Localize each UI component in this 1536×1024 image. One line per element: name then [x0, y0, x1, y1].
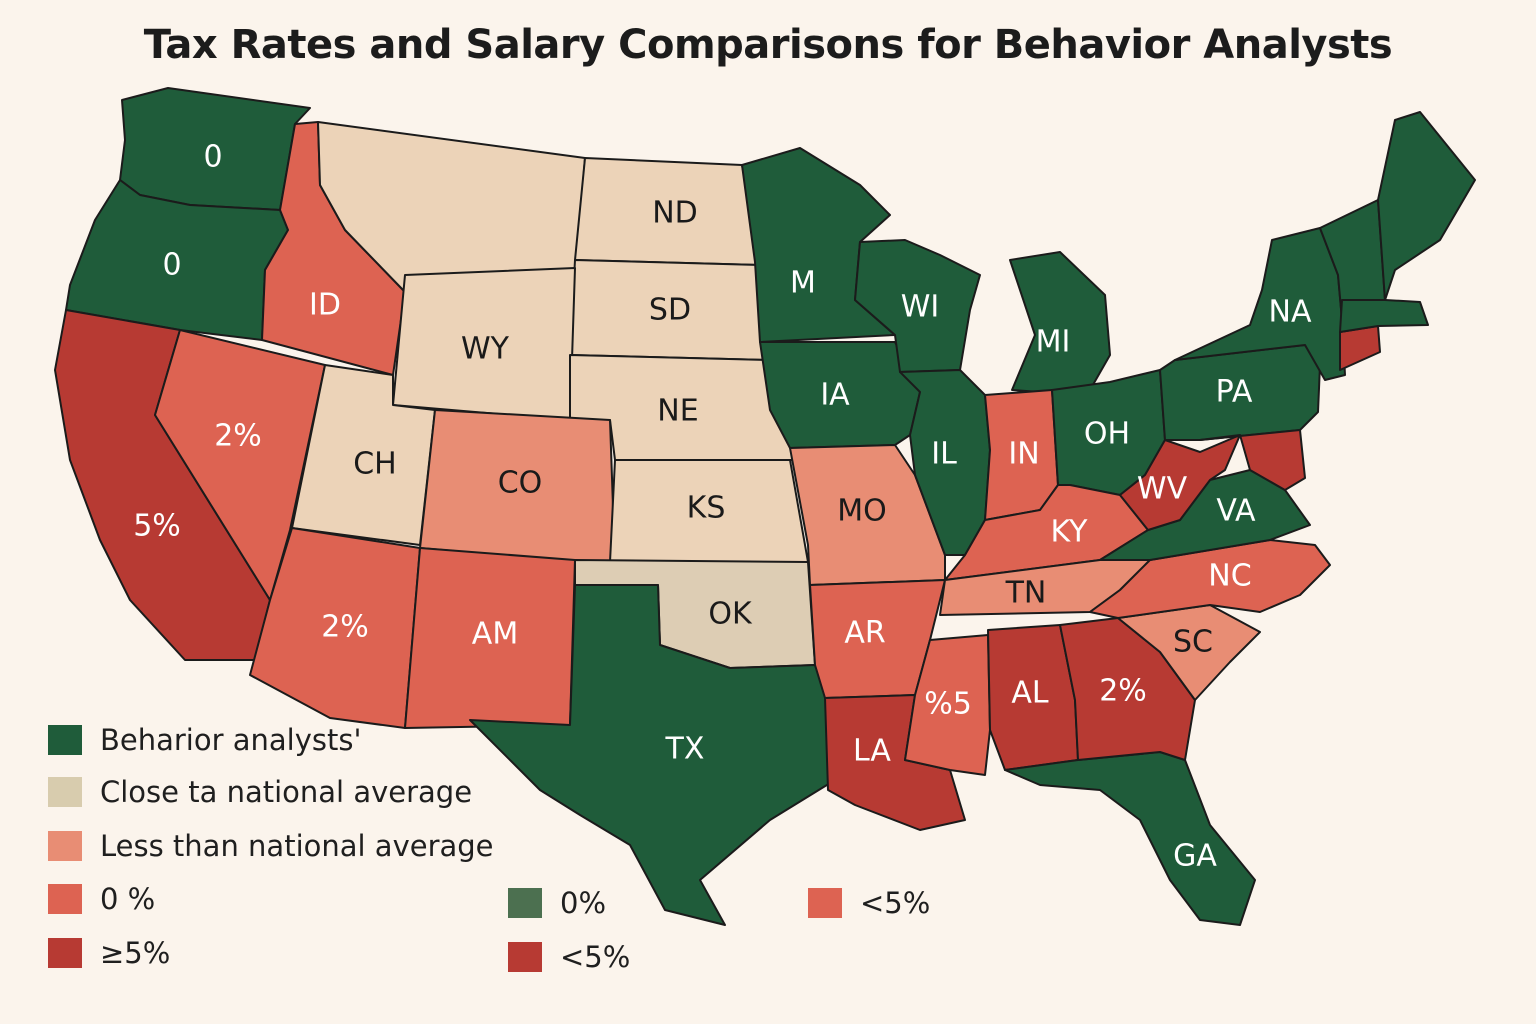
state-label-new-york: NA [1269, 295, 1312, 330]
state-label-indiana: IN [1008, 437, 1039, 472]
legend-swatch [508, 942, 542, 972]
state-label-california: 5% [133, 509, 181, 544]
legend-item-zero-percent-olive: 0% [508, 886, 606, 920]
state-label-south-dakota: SD [649, 293, 691, 328]
legend-swatch [48, 938, 82, 968]
state-label-georgia: 2% [1099, 674, 1147, 709]
legend-swatch [48, 884, 82, 914]
state-label-michigan: MI [1036, 325, 1071, 360]
legend-swatch [48, 725, 82, 755]
state-label-mississippi: %5 [924, 687, 972, 722]
state-connecticut [1339, 325, 1381, 371]
legend-item-under-five-dark: <5% [508, 940, 630, 974]
state-label-wisconsin: WI [901, 290, 940, 325]
state-label-wyoming: WY [461, 332, 510, 367]
state-west-virginia [1119, 434, 1241, 531]
state-maryland-delaware-nj [1199, 429, 1306, 491]
state-florida [1004, 751, 1256, 926]
state-label-minnesota: M [790, 266, 816, 301]
map-title: Tax Rates and Salary Comparisons for Beh… [143, 22, 1393, 68]
state-label-oklahoma: OK [708, 597, 753, 632]
state-label-missouri: MO [837, 494, 887, 529]
state-label-arkansas: AR [844, 616, 885, 651]
legend-item-five-plus-percent: ≥5% [48, 936, 170, 970]
legend-swatch [48, 777, 82, 807]
state-label-florida: GA [1173, 839, 1217, 874]
legend-item-zero-percent: 0 % [48, 882, 155, 916]
state-label-north-dakota: ND [652, 196, 698, 231]
state-label-virginia: VA [1216, 494, 1256, 529]
state-label-ohio: OH [1084, 417, 1130, 452]
state-label-illinois: IL [931, 437, 957, 472]
state-label-new-mexico: AM [472, 617, 518, 652]
state-north-carolina [1089, 539, 1331, 619]
state-label-iowa: IA [820, 378, 850, 413]
state-massachusetts [1339, 299, 1429, 333]
state-label-arizona: 2% [321, 610, 369, 645]
legend-item-close-to-average: Close ta national average [48, 775, 472, 809]
state-label-washington: 0 [203, 140, 222, 175]
state-label-pennsylvania: PA [1216, 375, 1253, 410]
state-label-utah: CH [353, 447, 397, 482]
state-label-west-virginia: WV [1137, 472, 1188, 507]
state-maine [1377, 111, 1476, 301]
state-label-tennessee: TN [1005, 576, 1047, 611]
legend-swatch [808, 888, 842, 918]
state-michigan [1009, 251, 1111, 393]
state-label-north-carolina: NC [1208, 559, 1251, 594]
legend-item-behavior-analysts: Beharior analysts' [48, 723, 361, 757]
state-label-kentucky: KY [1051, 515, 1089, 550]
state-label-idaho: ID [309, 288, 341, 323]
state-label-nevada: 2% [214, 419, 262, 454]
legend-swatch [508, 888, 542, 918]
state-label-texas: TX [665, 732, 705, 767]
state-texas [469, 584, 836, 926]
legend-item-less-than-average: Less than national average [48, 829, 494, 863]
state-missouri [789, 444, 946, 586]
state-label-alabama: AL [1011, 676, 1049, 711]
state-label-south-carolina: SC [1173, 625, 1213, 660]
state-label-colorado: CO [498, 466, 543, 501]
legend-item-under-five: <5% [808, 886, 930, 920]
state-label-nebraska: NE [657, 394, 698, 429]
legend-swatch [48, 831, 82, 861]
state-label-oregon: 0 [162, 248, 181, 283]
state-label-kansas: KS [687, 491, 726, 526]
state-label-louisiana: LA [853, 734, 891, 769]
